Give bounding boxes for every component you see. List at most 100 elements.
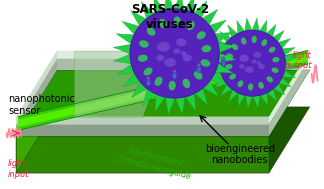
Ellipse shape <box>198 63 200 65</box>
Ellipse shape <box>245 67 253 73</box>
Ellipse shape <box>138 55 148 62</box>
Polygon shape <box>16 70 310 136</box>
Polygon shape <box>221 81 236 96</box>
Polygon shape <box>165 92 177 115</box>
Polygon shape <box>281 61 298 71</box>
Polygon shape <box>207 62 224 71</box>
Polygon shape <box>220 31 235 46</box>
Polygon shape <box>257 20 267 37</box>
Polygon shape <box>191 83 208 105</box>
Polygon shape <box>245 92 254 108</box>
Polygon shape <box>182 88 196 112</box>
Polygon shape <box>132 77 152 98</box>
Polygon shape <box>264 85 277 101</box>
Polygon shape <box>244 18 253 35</box>
Ellipse shape <box>201 59 210 67</box>
Ellipse shape <box>197 66 201 73</box>
Polygon shape <box>207 56 224 65</box>
Polygon shape <box>190 1 207 23</box>
Ellipse shape <box>173 16 181 26</box>
Polygon shape <box>264 24 276 41</box>
Ellipse shape <box>261 39 267 46</box>
Polygon shape <box>228 25 240 41</box>
Polygon shape <box>281 55 298 64</box>
Ellipse shape <box>130 9 219 98</box>
Polygon shape <box>278 68 295 78</box>
Polygon shape <box>210 60 233 73</box>
Polygon shape <box>238 89 248 106</box>
Polygon shape <box>198 77 219 97</box>
Polygon shape <box>113 43 136 56</box>
Ellipse shape <box>257 62 261 65</box>
Polygon shape <box>210 32 233 46</box>
Text: nanophotonic
sensor: nanophotonic sensor <box>8 94 75 116</box>
Polygon shape <box>18 53 308 127</box>
Polygon shape <box>237 20 247 37</box>
Ellipse shape <box>187 21 195 30</box>
Ellipse shape <box>232 44 238 50</box>
Polygon shape <box>269 31 284 46</box>
Polygon shape <box>113 52 136 65</box>
Ellipse shape <box>248 83 253 91</box>
Polygon shape <box>270 80 285 95</box>
Polygon shape <box>204 20 226 37</box>
Ellipse shape <box>146 79 151 81</box>
Polygon shape <box>16 58 310 136</box>
Ellipse shape <box>222 57 224 58</box>
Polygon shape <box>117 61 140 74</box>
Polygon shape <box>141 2 158 24</box>
Ellipse shape <box>194 71 202 80</box>
Polygon shape <box>172 0 185 15</box>
Polygon shape <box>198 9 218 30</box>
Ellipse shape <box>174 70 176 71</box>
Ellipse shape <box>241 37 247 45</box>
Ellipse shape <box>155 77 162 86</box>
Polygon shape <box>210 69 227 79</box>
Ellipse shape <box>258 82 264 89</box>
Polygon shape <box>213 51 236 64</box>
Ellipse shape <box>197 63 201 67</box>
Ellipse shape <box>237 80 243 87</box>
Polygon shape <box>16 50 57 124</box>
Ellipse shape <box>197 31 206 39</box>
Ellipse shape <box>183 79 190 88</box>
Polygon shape <box>16 124 269 136</box>
Ellipse shape <box>272 57 280 62</box>
Ellipse shape <box>197 66 201 68</box>
Ellipse shape <box>272 67 279 73</box>
Ellipse shape <box>219 30 285 96</box>
Ellipse shape <box>222 57 225 60</box>
Text: light
input: light input <box>7 159 29 179</box>
Text: bioengineered
nanobodies: bioengineered nanobodies <box>205 144 275 165</box>
Polygon shape <box>16 136 269 173</box>
Polygon shape <box>274 38 291 51</box>
Polygon shape <box>75 52 167 118</box>
Polygon shape <box>16 117 269 124</box>
Ellipse shape <box>267 76 273 83</box>
Polygon shape <box>251 91 260 108</box>
Polygon shape <box>116 34 139 47</box>
Text: SARS-CoV-2
viruses: SARS-CoV-2 viruses <box>131 3 209 31</box>
Polygon shape <box>18 50 308 130</box>
Ellipse shape <box>226 53 233 59</box>
Ellipse shape <box>251 36 257 43</box>
Text: light
output: light output <box>284 50 312 70</box>
Polygon shape <box>258 89 268 106</box>
Polygon shape <box>16 50 310 124</box>
Ellipse shape <box>164 58 176 67</box>
Ellipse shape <box>181 51 187 56</box>
Ellipse shape <box>239 64 245 69</box>
Ellipse shape <box>168 81 176 91</box>
Ellipse shape <box>172 72 177 79</box>
Polygon shape <box>155 89 168 112</box>
Polygon shape <box>16 107 310 173</box>
Polygon shape <box>16 58 57 136</box>
Ellipse shape <box>176 38 187 46</box>
Ellipse shape <box>159 19 167 28</box>
Ellipse shape <box>225 64 233 69</box>
Ellipse shape <box>139 40 149 48</box>
Ellipse shape <box>258 64 265 69</box>
Polygon shape <box>122 21 144 38</box>
Polygon shape <box>251 18 260 35</box>
Polygon shape <box>209 49 226 58</box>
